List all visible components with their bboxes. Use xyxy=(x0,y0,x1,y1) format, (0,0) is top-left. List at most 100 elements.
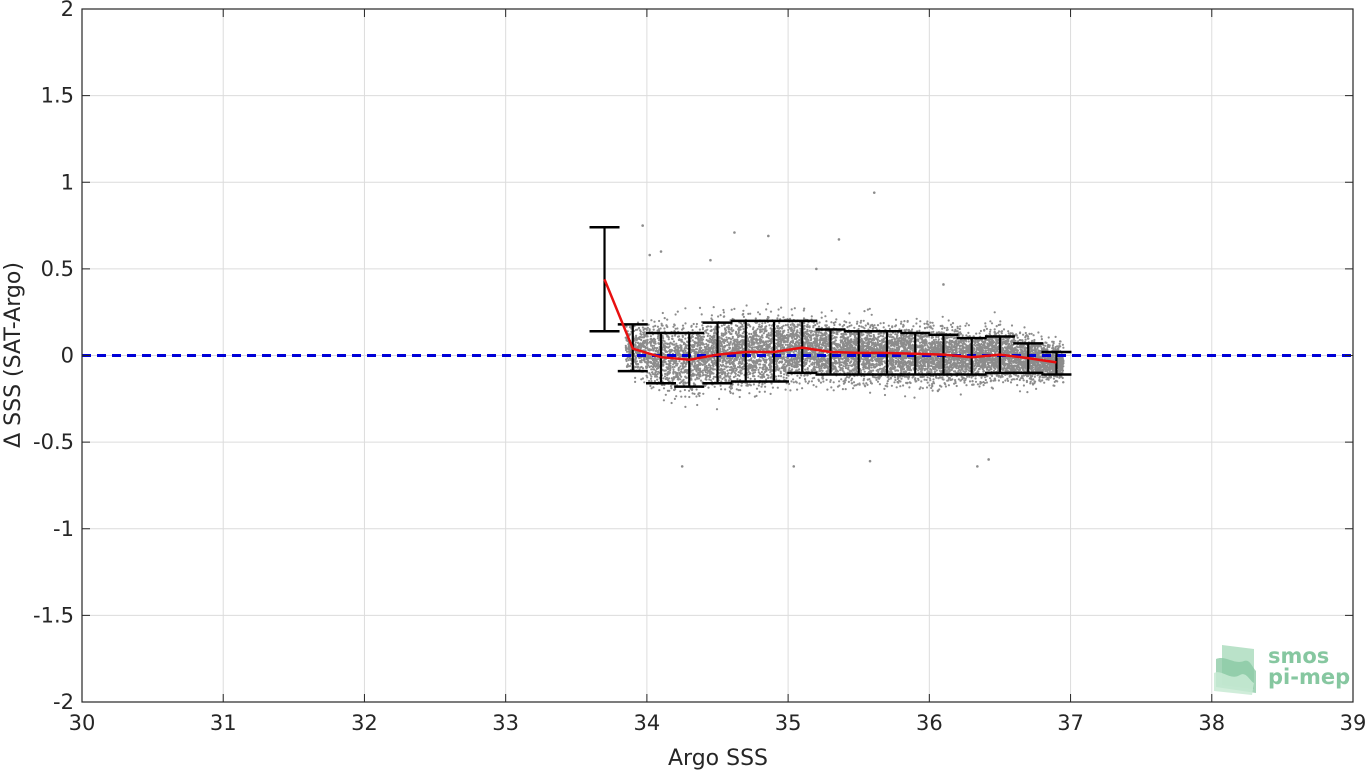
scatter-point xyxy=(937,338,941,341)
scatter-point xyxy=(779,330,782,333)
scatter-point xyxy=(695,351,698,354)
scatter-point xyxy=(782,376,785,379)
scatter-point xyxy=(758,323,761,326)
scatter-point xyxy=(767,374,770,377)
scatter-point xyxy=(675,375,678,378)
scatter-point xyxy=(790,326,793,329)
scatter-point xyxy=(919,320,922,323)
scatter-point xyxy=(899,322,903,325)
scatter-point xyxy=(783,363,786,366)
scatter-point xyxy=(668,342,671,345)
scatter-point xyxy=(686,372,689,375)
scatter-point xyxy=(918,325,922,328)
scatter-point xyxy=(665,362,668,366)
scatter-point xyxy=(646,358,649,361)
scatter-point xyxy=(652,328,655,331)
scatter-point xyxy=(997,374,1001,377)
scatter-point xyxy=(903,375,907,378)
scatter-point xyxy=(727,324,730,327)
scatter-point xyxy=(808,364,811,368)
scatter-point xyxy=(648,372,651,375)
scatter-point xyxy=(763,330,766,333)
scatter-point xyxy=(932,330,935,333)
scatter-point xyxy=(715,408,719,411)
scatter-point xyxy=(899,385,902,388)
scatter-point xyxy=(876,380,880,383)
scatter-point xyxy=(1040,335,1043,338)
scatter-point xyxy=(675,342,678,345)
scatter-point xyxy=(767,332,770,335)
scatter-point xyxy=(648,379,651,383)
scatter-point xyxy=(836,370,840,373)
scatter-point xyxy=(748,392,751,395)
scatter-point xyxy=(690,378,693,381)
scatter-point xyxy=(890,333,893,336)
scatter-point xyxy=(625,347,628,350)
scatter-point xyxy=(720,332,723,335)
scatter-point xyxy=(900,369,903,372)
scatter-point xyxy=(815,366,818,369)
scatter-point xyxy=(796,374,799,377)
scatter-point xyxy=(974,380,978,383)
scatter-point xyxy=(680,362,683,365)
scatter-point xyxy=(710,379,713,382)
scatter-point xyxy=(824,334,827,337)
scatter-point xyxy=(931,321,934,324)
scatter-point xyxy=(731,343,734,346)
scatter-point xyxy=(678,371,681,374)
scatter-point xyxy=(783,373,786,376)
scatter-point xyxy=(984,345,987,348)
scatter-point xyxy=(990,374,994,378)
scatter-point xyxy=(930,331,933,334)
scatter-point xyxy=(834,321,837,324)
scatter-point xyxy=(649,335,653,338)
scatter-point xyxy=(1023,326,1026,329)
scatter-point xyxy=(736,338,739,341)
scatter-point xyxy=(803,321,806,324)
scatter-point xyxy=(928,384,931,387)
scatter-point xyxy=(978,385,981,388)
scatter-point xyxy=(1033,375,1036,378)
scatter-point xyxy=(816,322,819,325)
scatter-point xyxy=(690,388,694,392)
scatter-point xyxy=(791,314,794,317)
scatter-point xyxy=(883,387,886,390)
scatter-point xyxy=(952,346,955,349)
scatter-point xyxy=(810,315,813,318)
scatter-point xyxy=(832,331,835,334)
scatter-point xyxy=(833,347,836,350)
scatter-point xyxy=(673,397,677,400)
scatter-point xyxy=(784,388,787,391)
scatter-point xyxy=(810,341,813,345)
scatter-point xyxy=(681,371,684,374)
scatter-point xyxy=(915,346,919,349)
scatter-point xyxy=(742,315,746,318)
scatter-point xyxy=(643,356,646,359)
scatter-point xyxy=(959,393,962,396)
scatter-point xyxy=(841,388,845,391)
scatter-point xyxy=(862,358,865,361)
scatter-point xyxy=(770,373,773,376)
scatter-point xyxy=(814,324,817,327)
scatter-point xyxy=(712,328,715,331)
scatter-point xyxy=(676,310,679,313)
scatter-point xyxy=(649,384,652,388)
scatter-point xyxy=(747,370,750,373)
scatter-point xyxy=(878,375,881,378)
scatter-point xyxy=(680,344,683,347)
scatter-point xyxy=(1059,340,1062,343)
scatter-point xyxy=(843,323,846,327)
scatter-point xyxy=(729,391,732,394)
scatter-point xyxy=(636,341,640,344)
scatter-point xyxy=(865,382,868,385)
scatter-point xyxy=(980,376,983,379)
scatter-point xyxy=(913,396,916,399)
scatter-point xyxy=(724,388,727,391)
scatter-point xyxy=(723,341,726,345)
scatter-point xyxy=(963,381,966,384)
scatter-point xyxy=(739,389,742,392)
scatter-point xyxy=(926,326,929,329)
scatter-point xyxy=(712,377,715,380)
scatter-point xyxy=(933,367,936,370)
scatter-point xyxy=(1058,376,1061,379)
